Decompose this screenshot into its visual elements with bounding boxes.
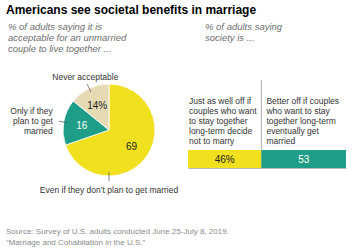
text-line: together long-term [266,116,335,126]
pie [63,84,155,176]
text-line: not to marry [189,136,235,146]
x-axis [189,168,347,169]
subtitle: % of adults sayingsociety is ... [205,21,283,43]
text-line: married [24,126,53,136]
bar-segment [261,150,346,168]
source: Source: Survey of U.S. adults conducted … [6,227,229,236]
text-line: long-term decide [189,126,253,136]
pie-slice [66,84,155,176]
text-line: Just as well off if [189,96,252,106]
data-label: 46% [215,154,235,165]
text-line: Only if they [10,106,53,116]
leader-line [109,172,110,181]
text-line: society is ... [205,32,255,43]
text-line: Better off if couples [266,96,339,106]
series-header: Just as well off ifcouples who wantto st… [189,96,257,146]
text-line: acceptable for an unmarried [8,32,127,43]
text-line: to stay together [189,116,248,126]
source: “Marriage and Cohabitation in the U.S.” [6,238,146,247]
axis-line [189,168,347,169]
leader-line [59,121,68,123]
series-header: Better off if coupleswho want to staytog… [265,96,339,146]
chart-root: Americans see societal benefits in marri… [0,0,352,252]
text-line: % of adults saying [205,21,283,32]
data-label: 14% [87,100,107,111]
text-line: % of adults saying it is [8,21,102,32]
bars [188,150,346,168]
text-line: who want to stay [265,106,330,116]
category-label: Never acceptable [52,72,118,82]
text-line: eventually get [266,126,319,136]
data-label: 53 [298,154,310,165]
category-label: Only if theyplan to getmarried [10,106,53,136]
data-label: 16 [76,120,88,131]
text-line: couple to live together ... [8,43,112,54]
leader-line [87,84,91,92]
data-label: 69 [126,141,138,152]
text-line: married [266,136,295,146]
subtitle: % of adults saying it isacceptable for a… [8,21,127,54]
title: Americans see societal benefits in marri… [6,3,256,17]
category-label: Even if they don’t plan to get married [40,185,179,195]
pie-slice [73,84,109,130]
text-line: couples who want [189,106,257,116]
text-line: plan to get [13,116,53,126]
bar-segment [188,150,261,168]
